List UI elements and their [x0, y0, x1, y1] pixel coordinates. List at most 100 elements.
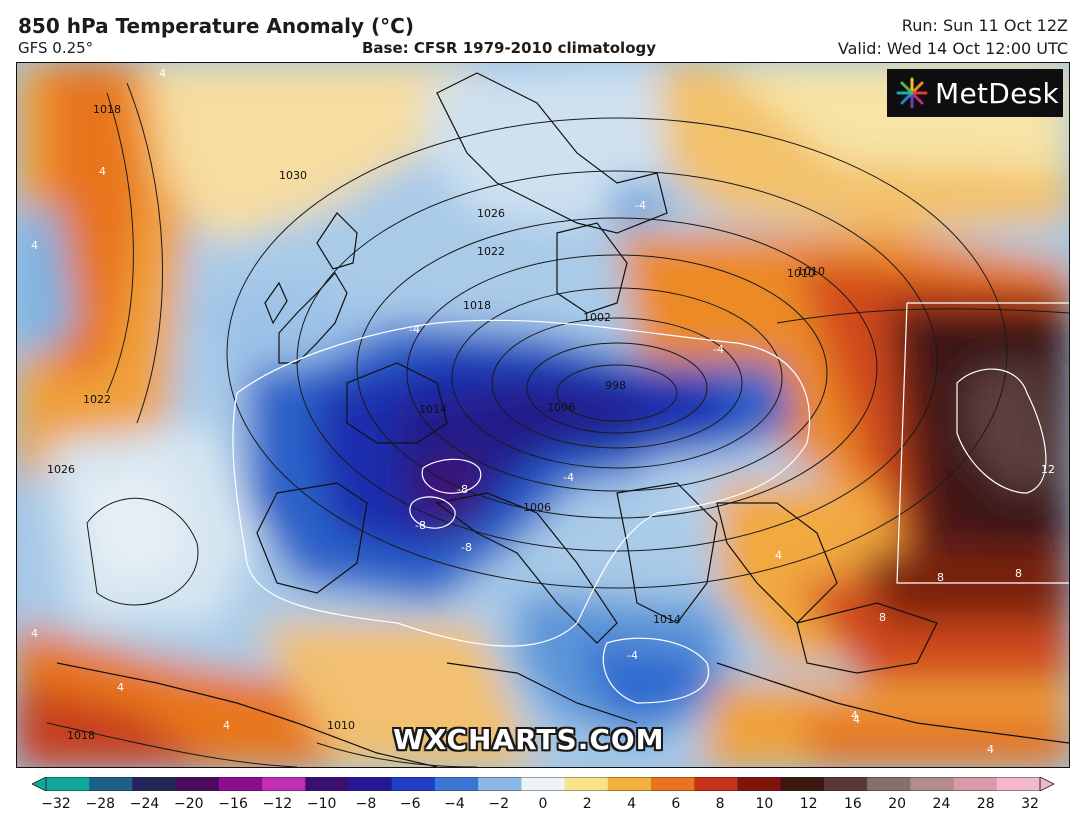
- isobar-label: 1010: [787, 267, 815, 280]
- colorbar-max-arrow: [1039, 777, 1054, 791]
- colorbar-tick-label: −20: [174, 796, 204, 812]
- isobar-label: 1014: [419, 403, 447, 416]
- isobar-label: 998: [605, 379, 626, 392]
- colorbar: [32, 777, 1054, 791]
- anomaly-label: -4: [627, 649, 638, 662]
- colorbar-segment: [737, 777, 782, 791]
- colorbar-tick-label: −32: [41, 796, 71, 812]
- anomaly-label: 4: [117, 681, 124, 694]
- colorbar-tick-label: 32: [1021, 796, 1039, 812]
- colorbar-tick-label: −2: [488, 796, 510, 812]
- metdesk-logo: MetDesk: [887, 69, 1063, 117]
- colorbar-tick-label: −4: [444, 796, 465, 812]
- anomaly-label: -4: [635, 199, 646, 212]
- colorbar-tick-label: 6: [671, 796, 681, 812]
- isobar-label: 1006: [523, 501, 551, 514]
- anomaly-labels: 4 4 4 -4 -4 -4 -4 -8 -8 -8 -4 4 4 8 8 8 …: [31, 67, 1055, 756]
- colorbar-segment: [867, 777, 911, 791]
- isobar-label: 1018: [463, 299, 491, 312]
- colorbar-segment: [607, 777, 652, 791]
- colorbar-segment: [305, 777, 350, 791]
- anomaly-field: [17, 63, 1069, 767]
- valid-time-label: Valid: Wed 14 Oct 12:00 UTC: [837, 39, 1068, 58]
- isobar-label: 1018: [67, 729, 95, 742]
- colorbar-tick-label: 24: [932, 796, 951, 812]
- isobar-label: 1002: [583, 311, 611, 324]
- colorbar-tick-label: 2: [582, 796, 592, 812]
- colorbar-segment: [175, 777, 220, 791]
- map-canvas: 1030 1026 1022 1018 1014 1010 1006 1002 …: [17, 63, 1069, 767]
- colorbar-tick-label: −28: [85, 796, 116, 812]
- anomaly-label: 4: [851, 709, 858, 722]
- colorbar-segment: [89, 777, 133, 791]
- colorbar-tick-labels: −32 −28 −24 −20 −16 −12 −10 −8 −6 −4 −2 0 2 4 6 8 10 12 16…: [0, 796, 1076, 816]
- metdesk-burst-icon: [896, 77, 928, 109]
- colorbar-segment: [348, 777, 393, 791]
- isobar-label: 1010: [797, 265, 825, 278]
- anomaly-label: 8: [937, 571, 944, 584]
- isobar-label: 1026: [477, 207, 505, 220]
- model-label: GFS 0.25°: [18, 39, 94, 57]
- anomaly-label: 4: [775, 549, 782, 562]
- colorbar-tick-label: −8: [355, 796, 377, 812]
- colorbar-tick-label: 8: [715, 796, 725, 812]
- anomaly-label: -8: [415, 519, 426, 532]
- isobar-label: 1010: [327, 719, 355, 732]
- anomaly-map[interactable]: 1030 1026 1022 1018 1014 1010 1006 1002 …: [16, 62, 1070, 768]
- anomaly-label: 8: [879, 611, 886, 624]
- colorbar-tick-label: 12: [799, 796, 818, 812]
- colorbar-segment: [694, 777, 738, 791]
- isobar-label: 1006: [547, 401, 575, 414]
- colorbar-tick-label: 4: [627, 796, 636, 812]
- anomaly-label: -4: [409, 323, 420, 336]
- isobars: [46, 82, 1069, 767]
- anomaly-label: 4: [31, 627, 38, 640]
- colorbar-tick-label: 10: [755, 796, 774, 812]
- wxcharts-watermark: WXCHARTS.COM: [393, 723, 665, 756]
- isobar-labels: 1030 1026 1022 1018 1014 1010 1006 1002 …: [47, 103, 825, 742]
- colorbar-tick-label: 20: [888, 796, 907, 812]
- chart-title: 850 hPa Temperature Anomaly (°C): [18, 14, 414, 38]
- colorbar-segment: [996, 777, 1041, 791]
- isobar-label: 1026: [47, 463, 75, 476]
- colorbar-outline: [45, 777, 1041, 791]
- anomaly-label: 4: [99, 165, 106, 178]
- anomaly-label: 8: [1015, 567, 1022, 580]
- anomaly-label: 4: [987, 743, 994, 756]
- isobar-label: 1030: [279, 169, 307, 182]
- colorbar-segment: [262, 777, 306, 791]
- anomaly-label: 4: [31, 239, 38, 252]
- colorbar-tick-label: 0: [538, 796, 548, 812]
- colorbar-tick-label: −10: [306, 796, 337, 812]
- anomaly-label: -8: [461, 541, 472, 554]
- isobar-label: 1022: [83, 393, 111, 406]
- anomaly-label: 4: [853, 713, 860, 726]
- isobar-label: 1014: [653, 613, 681, 626]
- colorbar-segment: [564, 777, 609, 791]
- colorbar-tick-label: −6: [399, 796, 421, 812]
- anomaly-label: 12: [1041, 463, 1055, 476]
- anomaly-label: -4: [713, 343, 724, 356]
- isobar-label: 1022: [477, 245, 505, 258]
- colorbar-tick-label: −12: [262, 796, 293, 812]
- run-time-label: Run: Sun 11 Oct 12Z: [901, 16, 1068, 35]
- colorbar-segment: [780, 777, 825, 791]
- colorbar-segment: [132, 777, 177, 791]
- climatology-base-label: Base: CFSR 1979-2010 climatology: [362, 39, 657, 57]
- colorbar-segment: [218, 777, 263, 791]
- anomaly-label: 4: [159, 67, 166, 80]
- colorbar-segment: [434, 777, 479, 791]
- metdesk-logo-text: MetDesk: [935, 76, 1060, 110]
- colorbar-tick-label: −16: [218, 796, 248, 812]
- isobar-label: 1018: [93, 103, 121, 116]
- colorbar-segment: [478, 777, 522, 791]
- anomaly-label: -4: [563, 471, 574, 484]
- colorbar-tick-label: 28: [976, 796, 995, 812]
- colorbar-min-arrow: [32, 777, 47, 791]
- colorbar-segment: [521, 777, 566, 791]
- anomaly-label: 4: [223, 719, 230, 732]
- colorbar-segment: [46, 777, 90, 791]
- colorbar-segment: [953, 777, 998, 791]
- anomaly-label: -8: [457, 483, 468, 496]
- colorbar-segment: [391, 777, 436, 791]
